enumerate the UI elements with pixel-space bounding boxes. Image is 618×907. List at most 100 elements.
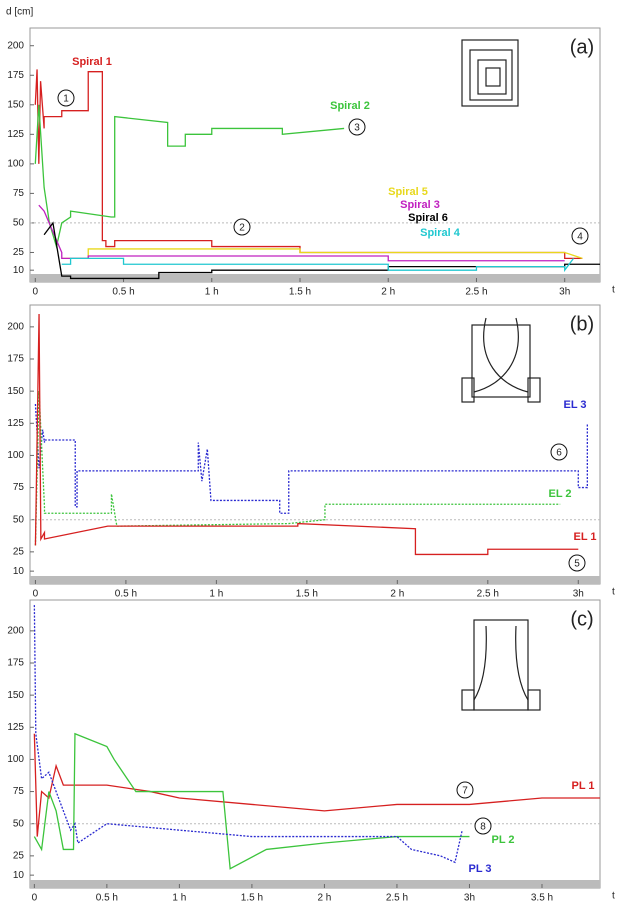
panel-label: (a) bbox=[570, 36, 594, 58]
series-line bbox=[61, 248, 583, 260]
y-tick-label: 175 bbox=[7, 354, 24, 365]
panel-label: (c) bbox=[570, 608, 593, 630]
y-tick-label: 125 bbox=[7, 129, 24, 140]
annotation: 7 bbox=[462, 786, 468, 797]
y-tick-label: 175 bbox=[7, 658, 24, 669]
annotation: 2 bbox=[239, 223, 245, 234]
x-tick-label: 0.5 h bbox=[96, 893, 118, 904]
x-tick-label: 1 h bbox=[209, 589, 223, 600]
series-line bbox=[61, 257, 575, 273]
annotation-circle bbox=[57, 89, 75, 107]
y-tick-label: 10 bbox=[13, 566, 25, 577]
y-tick-label: 75 bbox=[13, 786, 25, 797]
y-tick-label: 75 bbox=[13, 188, 25, 199]
icon-parallel-path bbox=[461, 619, 541, 711]
series-line bbox=[34, 403, 588, 514]
annotation: 6 bbox=[556, 448, 562, 459]
baseline-bar bbox=[30, 274, 600, 282]
y-tick-label: 75 bbox=[13, 482, 25, 493]
series-line bbox=[33, 732, 470, 870]
x-tick-label: 3h bbox=[464, 893, 475, 904]
annotation-circle bbox=[571, 227, 589, 245]
x-tick-label: 0 bbox=[33, 589, 39, 600]
x-axis-label: t bbox=[612, 285, 615, 296]
series-label: Spiral 1 bbox=[72, 56, 112, 68]
x-tick-label: 1.5 h bbox=[241, 893, 263, 904]
y-tick-label: 125 bbox=[7, 722, 24, 733]
series-label: PL 1 bbox=[571, 780, 594, 792]
y-tick-label: 200 bbox=[7, 321, 24, 332]
series-label: Spiral 6 bbox=[408, 212, 448, 224]
x-tick-label: 2.5 h bbox=[465, 287, 487, 298]
x-tick-label: 2.5 h bbox=[386, 893, 408, 904]
annotation: 8 bbox=[480, 822, 486, 833]
y-axis-label: d [cm] bbox=[6, 7, 33, 18]
annotation: 4 bbox=[577, 232, 583, 243]
baseline-bar bbox=[30, 880, 600, 888]
y-tick-label: 100 bbox=[7, 159, 24, 170]
baseline-bar bbox=[30, 576, 600, 584]
annotation-circle bbox=[550, 443, 568, 461]
x-tick-label: 2.5 h bbox=[477, 589, 499, 600]
y-tick-label: 125 bbox=[7, 418, 24, 429]
series-line bbox=[34, 69, 583, 260]
y-tick-label: 200 bbox=[7, 625, 24, 636]
series-line bbox=[33, 733, 600, 837]
annotation: 5 bbox=[574, 559, 580, 570]
annotation-circle bbox=[456, 781, 474, 799]
x-tick-label: 0 bbox=[33, 287, 39, 298]
annotation: 1 bbox=[63, 94, 69, 105]
x-tick-label: 3.5 h bbox=[531, 893, 553, 904]
series-label: PL 3 bbox=[468, 863, 491, 875]
plot-frame bbox=[29, 304, 601, 585]
x-tick-label: 2 h bbox=[390, 589, 404, 600]
annotation: 3 bbox=[354, 123, 360, 134]
y-tick-label: 100 bbox=[7, 754, 24, 765]
annotation-circle bbox=[348, 118, 366, 136]
series-line bbox=[34, 313, 579, 556]
x-tick-label: 3h bbox=[559, 287, 570, 298]
series-label: EL 2 bbox=[548, 488, 571, 500]
series-line bbox=[43, 221, 600, 280]
y-tick-label: 25 bbox=[13, 850, 25, 861]
x-tick-label: 3h bbox=[573, 589, 584, 600]
y-tick-label: 50 bbox=[13, 818, 25, 829]
series-label: Spiral 5 bbox=[388, 186, 428, 198]
annotation-circle bbox=[233, 218, 251, 236]
series-line bbox=[33, 605, 463, 864]
y-tick-label: 50 bbox=[13, 218, 25, 229]
y-tick-label: 150 bbox=[7, 690, 24, 701]
annotation-circle bbox=[474, 817, 492, 835]
y-tick-label: 10 bbox=[13, 870, 25, 881]
x-tick-label: 0.5 h bbox=[115, 589, 137, 600]
series-label: Spiral 3 bbox=[400, 199, 440, 211]
series-label: EL 1 bbox=[573, 531, 596, 543]
x-tick-label: 0.5 h bbox=[112, 287, 134, 298]
x-tick-label: 1 h bbox=[205, 287, 219, 298]
series-label: PL 2 bbox=[491, 834, 514, 846]
x-axis-label: t bbox=[612, 587, 615, 598]
y-tick-label: 10 bbox=[13, 265, 25, 276]
y-tick-label: 100 bbox=[7, 450, 24, 461]
plot-frame bbox=[29, 27, 601, 283]
icon-ellipse-path bbox=[461, 317, 541, 403]
y-tick-label: 150 bbox=[7, 99, 24, 110]
x-tick-label: 1 h bbox=[172, 893, 186, 904]
y-tick-label: 25 bbox=[13, 546, 25, 557]
y-tick-label: 50 bbox=[13, 514, 25, 525]
x-axis-label: t bbox=[612, 891, 615, 902]
annotation-circle bbox=[568, 554, 586, 572]
y-tick-label: 175 bbox=[7, 70, 24, 81]
icon-spiral bbox=[461, 39, 519, 107]
panel-label: (b) bbox=[570, 313, 594, 335]
y-tick-label: 200 bbox=[7, 40, 24, 51]
y-tick-label: 25 bbox=[13, 247, 25, 258]
x-tick-label: 1.5 h bbox=[296, 589, 318, 600]
x-tick-label: 2 h bbox=[381, 287, 395, 298]
series-line bbox=[34, 391, 561, 546]
series-line bbox=[34, 104, 345, 250]
series-label: Spiral 2 bbox=[330, 100, 370, 112]
y-tick-label: 150 bbox=[7, 386, 24, 397]
